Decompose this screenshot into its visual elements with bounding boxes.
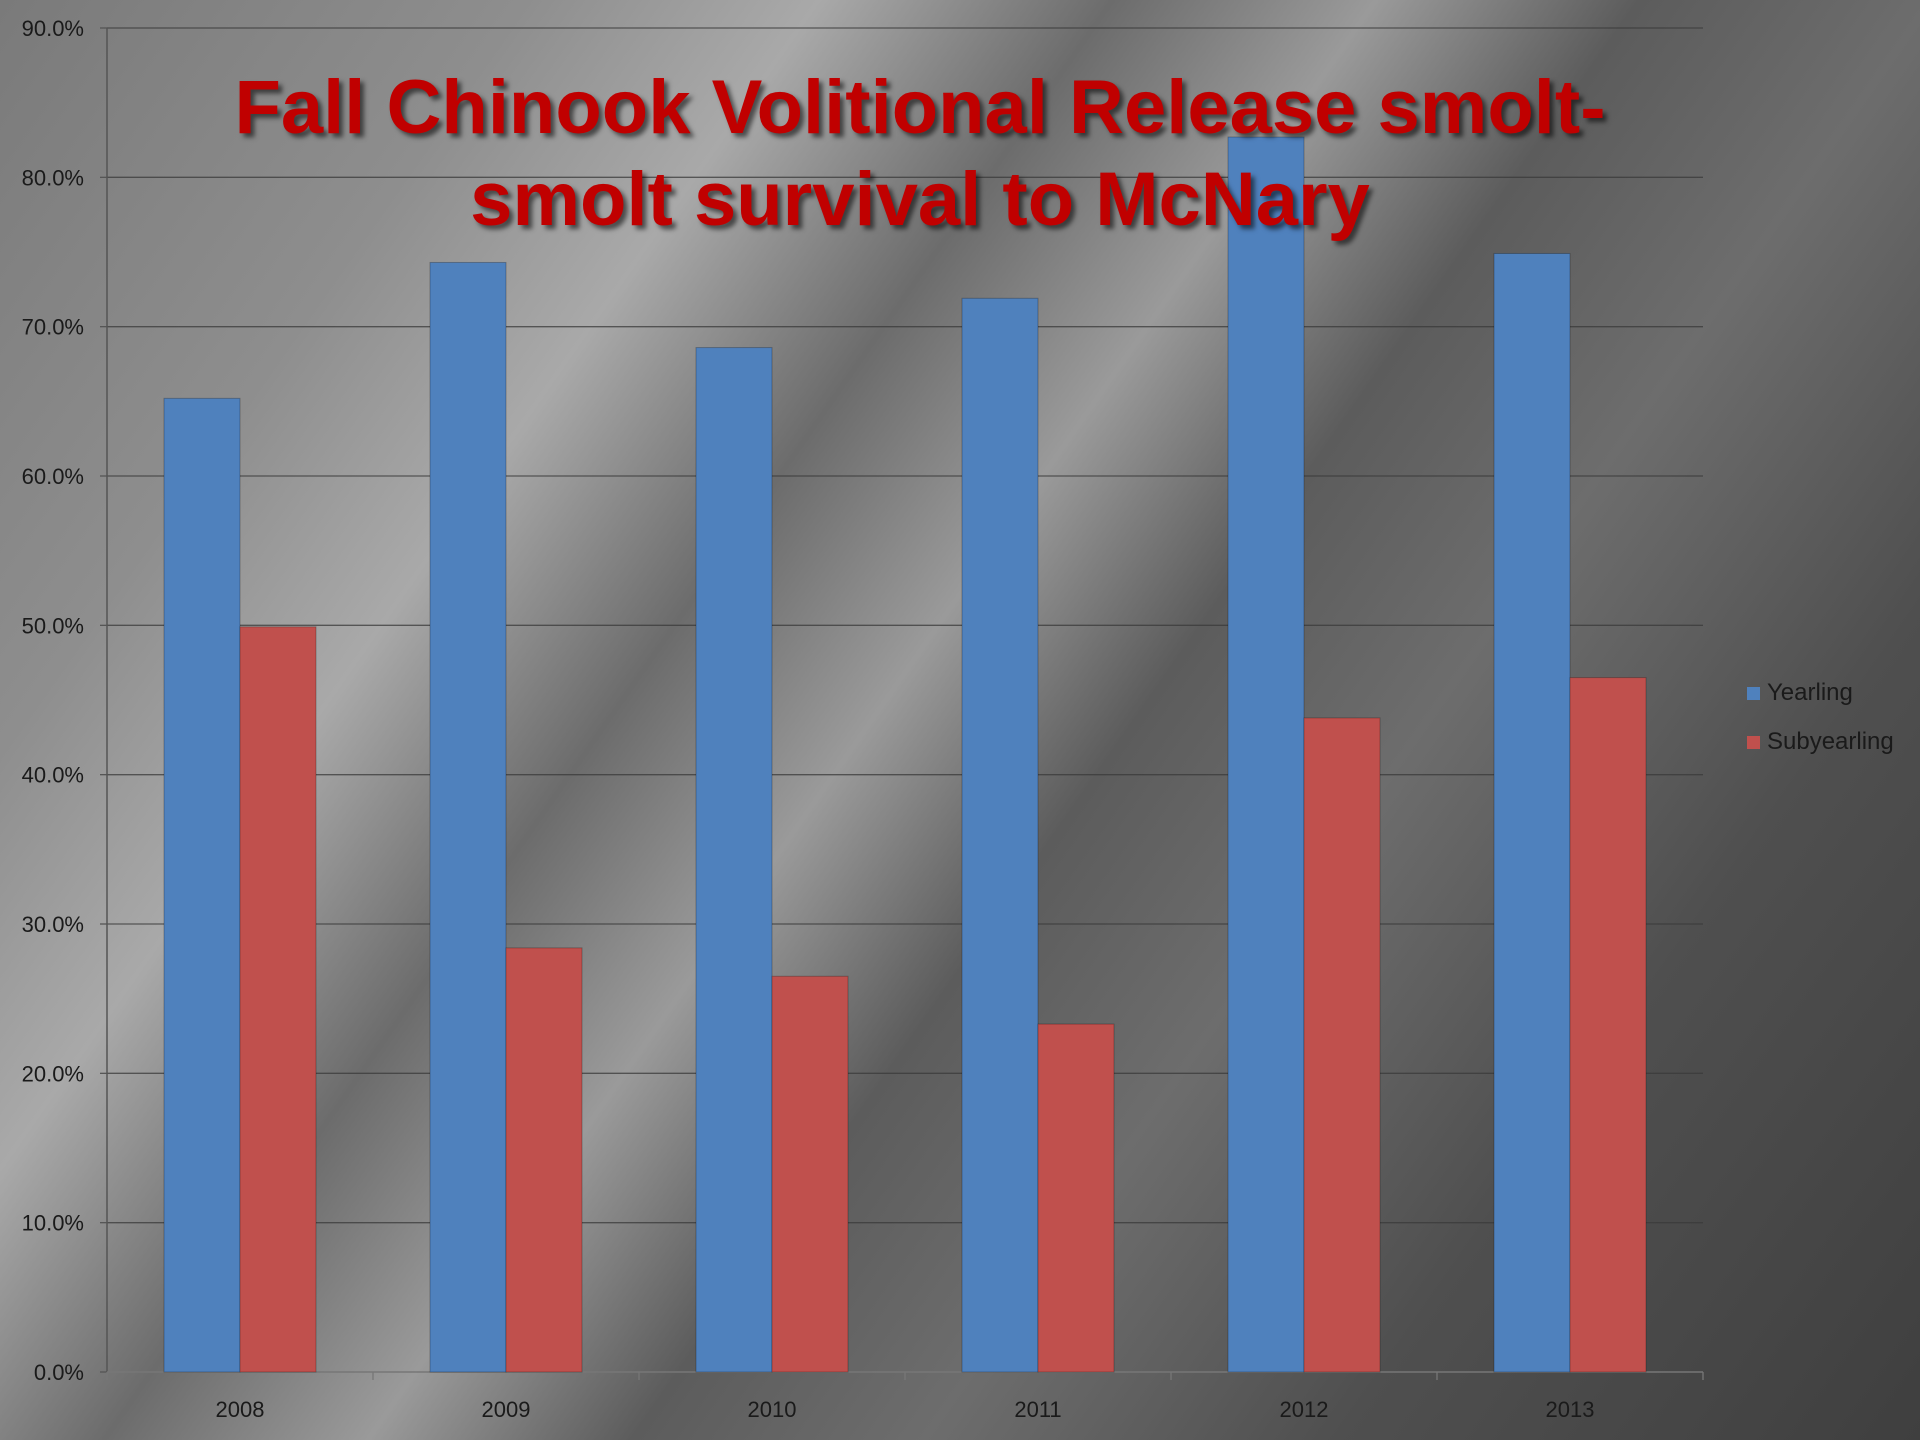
legend: Yearling Subyearling [1747,679,1894,755]
legend-label: Yearling [1767,679,1853,706]
x-tick-label: 2009 [482,1397,531,1422]
bar-yearling-2011 [961,297,1039,1373]
legend-swatch [1747,736,1760,749]
bar-subyearling-2008 [239,626,317,1373]
bar-subyearling-2013 [1569,677,1647,1373]
y-tick-label: 60.0% [22,464,84,489]
bar-yearling-2010 [695,347,773,1373]
y-tick-label: 90.0% [22,16,84,41]
x-tick-label: 2012 [1280,1397,1329,1422]
bar-subyearling-2011 [1037,1023,1115,1373]
y-tick-label: 50.0% [22,613,84,638]
chart-title: Fall Chinook Volitional Release smolt-sm… [234,65,1606,242]
legend-label: Subyearling [1767,728,1894,755]
y-tick-label: 10.0% [22,1211,84,1236]
x-tick-label: 2011 [1014,1397,1061,1422]
tick-labels: 0.0% 10.0% 20.0% 30.0% 40.0% 50.0% 60.0% 70.0% 8… [22,16,1595,1422]
y-tick-label: 40.0% [22,763,84,788]
x-tick-label: 2010 [748,1397,797,1422]
y-tick-label: 80.0% [22,165,84,190]
bar-yearling-2012 [1227,136,1305,1373]
x-tick-label: 2013 [1546,1397,1595,1422]
bar-yearling-2009 [429,261,507,1373]
y-tick-label: 20.0% [22,1061,84,1086]
axes [100,27,1704,1380]
bar-subyearling-2010 [771,975,849,1373]
legend-swatch [1747,687,1760,700]
bar-subyearling-2009 [505,947,583,1373]
bar-yearling-2013 [1493,252,1571,1373]
bar-yearling-2008 [163,397,241,1373]
y-tick-label: 30.0% [22,912,84,937]
gridlines [107,27,1703,1224]
bars [163,136,1647,1373]
y-tick-label: 70.0% [22,315,84,340]
bar-subyearling-2012 [1303,717,1381,1373]
y-tick-label: 0.0% [34,1360,84,1385]
x-tick-label: 2008 [216,1397,265,1422]
